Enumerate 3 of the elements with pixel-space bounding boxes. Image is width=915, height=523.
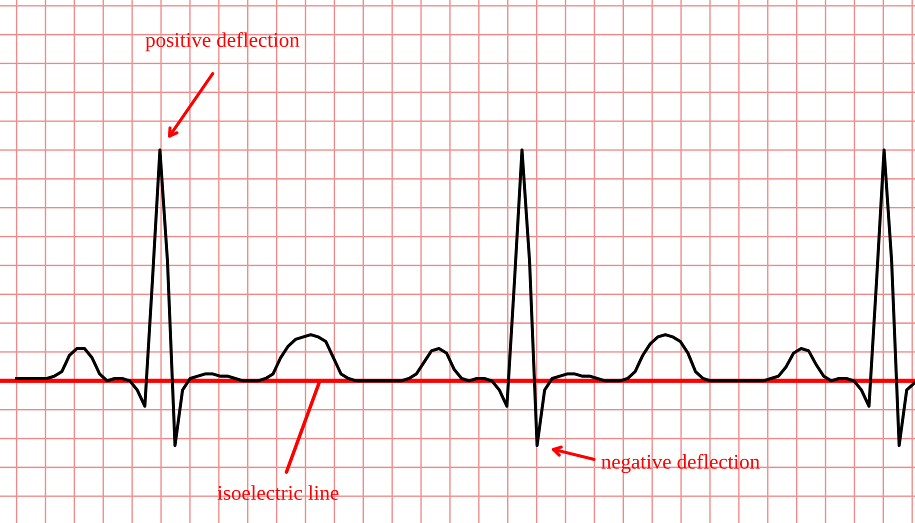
text: negative deflection	[601, 454, 760, 474]
text: positive deflection	[146, 32, 300, 52]
ref-line-label: isoelectric line	[218, 485, 338, 500]
